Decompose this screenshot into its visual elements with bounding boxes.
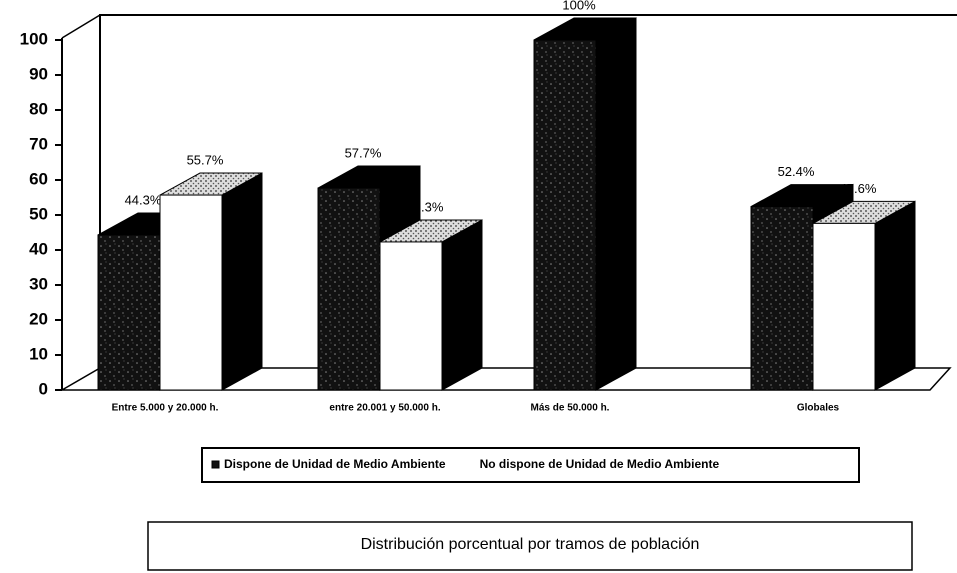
- legend-box: [201, 447, 860, 483]
- bar-front: [97, 234, 161, 391]
- bar: [159, 172, 263, 391]
- value-label: 42.3%: [407, 199, 444, 214]
- bar: [533, 17, 637, 391]
- y-tick-label: 0: [39, 379, 48, 398]
- x-tick-label: Más de 50.000 h.: [531, 403, 610, 414]
- value-label: 57.7%: [345, 145, 382, 160]
- value-label: 44.3%: [125, 192, 162, 207]
- bar-front: [159, 194, 223, 391]
- title-box: [147, 521, 913, 571]
- bar-front: [750, 206, 814, 391]
- legend-label: No dispone de Unidad de Medio Ambiente: [480, 457, 720, 471]
- y-tick-label: 50: [29, 204, 48, 223]
- y-tick-label: 20: [29, 309, 48, 328]
- y-tick-label: 40: [29, 239, 48, 258]
- y-tick-label: 100: [20, 29, 48, 48]
- y-tick-label: 70: [29, 134, 48, 153]
- value-label: 47.6%: [840, 181, 877, 196]
- bar-front: [533, 39, 597, 391]
- chart-title: Distribución porcentual por tramos de po…: [361, 536, 700, 553]
- legend-swatch: [211, 460, 220, 469]
- bar-front: [317, 187, 381, 391]
- legend-label: Dispone de Unidad de Medio Ambiente: [224, 457, 446, 471]
- bar-side: [595, 17, 637, 391]
- bar-front: [812, 222, 876, 391]
- value-label: 100%: [562, 0, 596, 12]
- plot-walls: [59, 14, 957, 391]
- x-tick-label: Entre 5.000 y 20.000 h.: [112, 403, 219, 414]
- bar: [379, 219, 483, 391]
- value-label: 55.7%: [187, 152, 224, 167]
- bar-side: [441, 219, 483, 391]
- bar-side: [221, 172, 263, 391]
- y-tick-label: 10: [29, 344, 48, 363]
- value-label: 52.4%: [778, 164, 815, 179]
- legend-swatch: [467, 461, 475, 468]
- y-tick-label: 80: [29, 99, 48, 118]
- x-tick-label: Globales: [797, 403, 840, 414]
- y-tick-label: 60: [29, 169, 48, 188]
- bar: [812, 200, 916, 391]
- y-tick-label: 30: [29, 274, 48, 293]
- bar-front: [379, 241, 443, 391]
- y-tick-label: 90: [29, 64, 48, 83]
- x-tick-label: entre 20.001 y 50.000 h.: [329, 403, 440, 414]
- bar-side: [874, 200, 916, 391]
